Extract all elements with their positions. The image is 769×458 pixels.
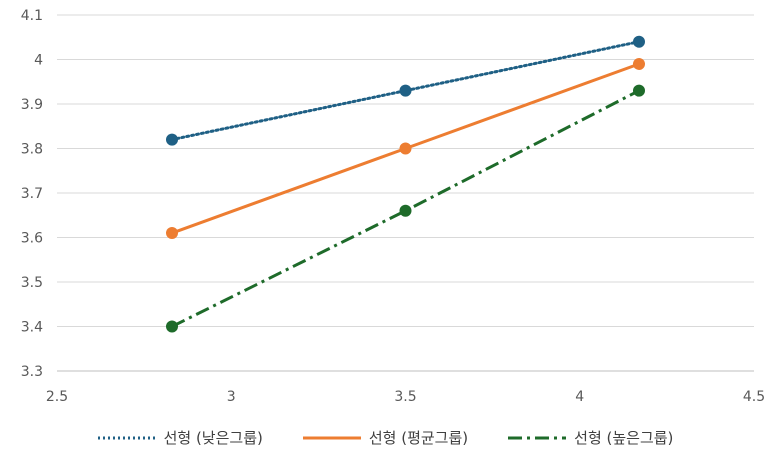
legend: 선형 (낮은그룹) 선형 (평균그룹) 선형 (높은그룹) — [0, 427, 769, 448]
data-point — [166, 320, 179, 333]
legend-line-swatch — [302, 436, 361, 439]
legend-label: 선형 (낮은그룹) — [163, 429, 263, 447]
data-point — [399, 84, 412, 97]
data-point — [399, 142, 412, 155]
y-tick-label: 4 — [34, 53, 43, 69]
data-point — [632, 57, 645, 70]
x-tick-label: 4 — [575, 389, 584, 405]
legend-label: 선형 (평균그룹) — [368, 429, 469, 447]
series-line — [171, 89, 640, 328]
y-tick-label: 3.5 — [21, 275, 43, 291]
legend-line-swatch — [508, 436, 567, 439]
legend-label: 선형 (높은그룹) — [574, 429, 674, 447]
y-tick-label: 3.7 — [21, 186, 43, 202]
data-point — [166, 133, 179, 146]
y-tick-label: 3.4 — [21, 320, 43, 336]
x-tick-label: 4.5 — [743, 389, 765, 405]
x-tick-label: 3.5 — [394, 389, 416, 405]
legend-item: 선형 (낮은그룹) — [96, 427, 263, 448]
data-point — [166, 227, 179, 240]
legend-item: 선형 (높은그룹) — [506, 427, 673, 448]
x-tick-label: 2.5 — [46, 389, 68, 405]
data-point — [399, 204, 412, 217]
legend-line-swatch — [97, 436, 156, 439]
y-tick-label: 3.8 — [21, 142, 43, 158]
y-tick-label: 3.6 — [21, 231, 43, 247]
y-tick-label: 3.9 — [21, 97, 43, 113]
y-tick-label: 3.3 — [21, 364, 43, 380]
data-point — [632, 35, 645, 48]
data-point — [632, 84, 645, 97]
legend-item: 선형 (평균그룹) — [301, 427, 468, 448]
plot-area: 3.3 3.4 3.5 3.6 3.7 3.8 3.9 4 4.1 2.5 3 3.5 4 4.5 — [21, 8, 765, 405]
x-tick-label: 3 — [227, 389, 236, 405]
y-tick-label: 4.1 — [21, 8, 43, 24]
